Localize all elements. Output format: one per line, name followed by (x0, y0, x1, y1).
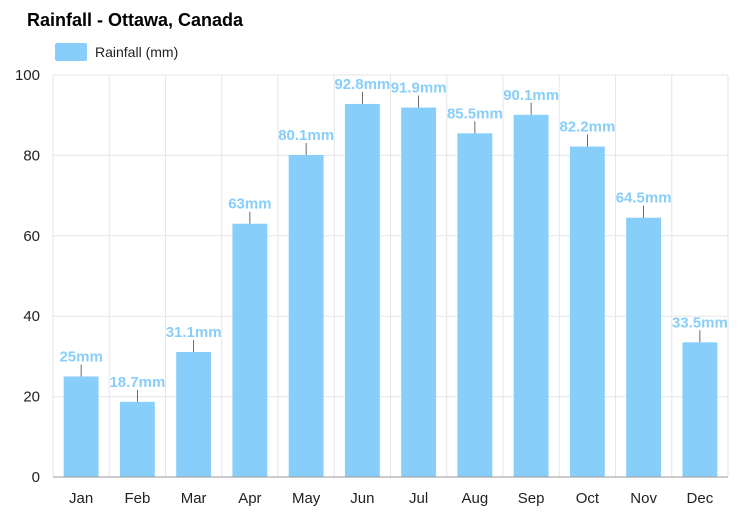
y-tick-label: 0 (32, 469, 40, 486)
x-tick-label: Jul (409, 490, 428, 507)
data-label: 82.2mm (559, 119, 615, 136)
data-label: 91.9mm (391, 80, 447, 97)
legend-swatch (55, 43, 87, 61)
data-label: 25mm (59, 349, 102, 366)
x-tick-label: Jun (350, 490, 374, 507)
data-label: 31.1mm (166, 324, 222, 341)
x-tick-label: Sep (518, 490, 545, 507)
bar (288, 154, 324, 478)
legend[interactable]: Rainfall (mm) (55, 43, 178, 61)
data-label: 80.1mm (278, 127, 334, 144)
bar (63, 376, 99, 477)
y-tick-label: 80 (23, 147, 40, 164)
bar (344, 103, 380, 477)
data-label: 64.5mm (616, 190, 672, 207)
bar (457, 133, 493, 478)
bar (119, 401, 155, 477)
x-tick-label: May (292, 490, 321, 507)
y-tick-label: 40 (23, 308, 40, 325)
x-tick-label: Mar (181, 490, 207, 507)
x-tick-label: Aug (462, 490, 489, 507)
y-tick-label: 20 (23, 389, 40, 406)
bar (626, 217, 662, 477)
legend-label: Rainfall (mm) (95, 44, 179, 60)
data-label: 90.1mm (503, 87, 559, 104)
chart-title: Rainfall - Ottawa, Canada (27, 10, 244, 30)
data-label: 18.7mm (109, 374, 165, 391)
bar (569, 146, 605, 477)
y-tick-label: 60 (23, 228, 40, 245)
bar (232, 223, 268, 477)
bar (513, 114, 549, 477)
data-label: 92.8mm (334, 76, 390, 93)
bar (401, 107, 437, 477)
data-label: 63mm (228, 196, 271, 213)
x-tick-label: Apr (238, 490, 261, 507)
data-label: 85.5mm (447, 105, 503, 122)
x-tick-label: Dec (687, 490, 714, 507)
x-tick-label: Nov (630, 490, 657, 507)
y-tick-label: 100 (15, 67, 40, 84)
x-tick-label: Jan (69, 490, 93, 507)
data-label: 33.5mm (672, 314, 728, 331)
x-tick-label: Feb (124, 490, 150, 507)
x-tick-label: Oct (576, 490, 600, 507)
bar (682, 342, 718, 477)
bar (176, 351, 212, 477)
